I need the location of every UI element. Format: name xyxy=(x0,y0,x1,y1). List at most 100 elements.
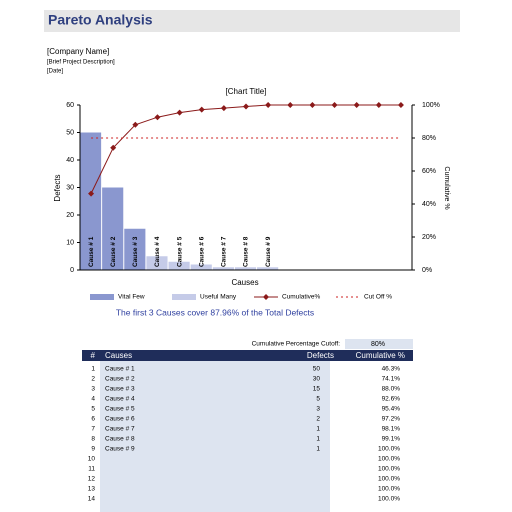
x-tick-label: Cause # 1 xyxy=(88,236,95,267)
table-cell: 15 xyxy=(313,386,321,393)
table-cell: Cause # 7 xyxy=(105,426,135,433)
cumulative-line xyxy=(90,104,401,194)
legend-swatch xyxy=(172,294,196,300)
y2-axis-label: Cumulative % xyxy=(443,166,450,209)
x-tick-label: Cause # 8 xyxy=(243,236,250,267)
y-tick-label: 60 xyxy=(66,102,74,109)
table-cell: 98.1% xyxy=(382,426,401,433)
bar xyxy=(234,267,257,270)
table-header xyxy=(82,350,413,361)
y2-tick-label: 60% xyxy=(422,168,436,175)
table-cell: 8 xyxy=(91,436,95,443)
table-cell: 6 xyxy=(91,416,95,423)
marker xyxy=(309,102,316,108)
table-cell: 4 xyxy=(91,396,95,403)
description: [Brief Project Description] xyxy=(47,60,115,66)
table-cell: 100.0% xyxy=(378,496,400,503)
marker xyxy=(220,105,227,112)
table-cell: 13 xyxy=(88,486,96,493)
y-tick-label: 0 xyxy=(70,267,74,274)
table-cell: 3 xyxy=(91,386,95,393)
bar xyxy=(146,256,168,270)
company: [Company Name] xyxy=(47,47,109,56)
table-cell: 5 xyxy=(316,396,320,403)
table-cell: 11 xyxy=(88,466,95,473)
x-tick-label: Cause # 4 xyxy=(154,236,161,267)
bar xyxy=(102,187,124,270)
date: [Date] xyxy=(47,69,63,75)
table-cell: 1 xyxy=(316,436,320,443)
y-tick-label: 40 xyxy=(66,157,74,164)
bar xyxy=(80,132,102,270)
x-tick-label: Cause # 3 xyxy=(132,236,139,267)
table-cell: 3 xyxy=(316,406,320,413)
table-cell: 1 xyxy=(316,426,320,433)
marker xyxy=(397,102,404,108)
legend-marker xyxy=(263,294,269,300)
y2-tick-label: 20% xyxy=(422,234,436,241)
bar xyxy=(257,267,279,270)
table-cell: Cause # 4 xyxy=(105,396,135,403)
table-cell: 1 xyxy=(91,366,95,373)
legend-label: Vital Few xyxy=(118,294,145,301)
marker xyxy=(110,144,117,151)
table-cell: 5 xyxy=(91,406,95,413)
marker xyxy=(243,103,249,110)
table-cell: 2 xyxy=(316,416,320,423)
table-cell: 30 xyxy=(313,376,321,383)
marker xyxy=(353,102,360,108)
table-cell: Cause # 6 xyxy=(105,416,135,423)
marker xyxy=(198,106,205,113)
title-bar xyxy=(44,10,460,32)
column-header: Cumulative % xyxy=(356,351,405,360)
table-cell: 97.2% xyxy=(382,416,401,423)
table-cell: 100.0% xyxy=(378,486,400,493)
table-cell: Cause # 1 xyxy=(105,366,135,373)
marker xyxy=(154,114,161,121)
marker xyxy=(287,102,294,108)
column-header: # xyxy=(91,351,96,360)
y2-tick-label: 40% xyxy=(422,201,436,208)
table-cell: 100.0% xyxy=(378,446,400,453)
y-tick-label: 50 xyxy=(66,129,74,136)
cutoff-value: 80% xyxy=(371,341,385,348)
marker xyxy=(265,102,272,108)
marker xyxy=(331,102,338,108)
table-cell: 7 xyxy=(91,426,95,433)
table-cell: 100.0% xyxy=(378,476,400,483)
x-tick-label: Cause # 6 xyxy=(198,236,205,267)
table-cell: 14 xyxy=(88,496,96,503)
y-axis-label: Defects xyxy=(53,174,62,201)
x-tick-label: Cause # 2 xyxy=(110,236,117,267)
table-cell: Cause # 3 xyxy=(105,386,135,393)
bar xyxy=(212,267,234,270)
summary: The first 3 Causes cover 87.96% of the T… xyxy=(116,307,314,317)
y2-tick-label: 0% xyxy=(422,267,432,274)
table-cell: 50 xyxy=(313,366,321,373)
x-axis-label: Causes xyxy=(231,278,258,287)
marker xyxy=(176,109,183,116)
cutoff-box xyxy=(345,339,413,349)
table-cell: 88.0% xyxy=(382,386,401,393)
page-title: Pareto Analysis xyxy=(48,12,153,28)
legend-label: Useful Many xyxy=(200,294,237,301)
table-cell: Cause # 8 xyxy=(105,436,135,443)
table-cell: 1 xyxy=(316,446,320,453)
bar xyxy=(190,264,212,270)
table-cell: Cause # 9 xyxy=(105,446,135,453)
table-cell: 46.3% xyxy=(382,366,401,373)
bar xyxy=(124,228,146,270)
bar xyxy=(168,261,190,270)
legend-swatch xyxy=(90,294,114,300)
y-tick-label: 30 xyxy=(66,184,74,191)
table-cell: 100.0% xyxy=(378,466,400,473)
table-cell: 10 xyxy=(88,456,96,463)
table-cell: 100.0% xyxy=(378,456,400,463)
table-cell: Cause # 5 xyxy=(105,406,135,413)
legend-label: Cumulative% xyxy=(282,294,321,301)
y2-tick-label: 80% xyxy=(422,135,436,142)
table-cell: 99.1% xyxy=(382,436,401,443)
table-body xyxy=(100,361,330,512)
y-tick-label: 20 xyxy=(66,212,74,219)
